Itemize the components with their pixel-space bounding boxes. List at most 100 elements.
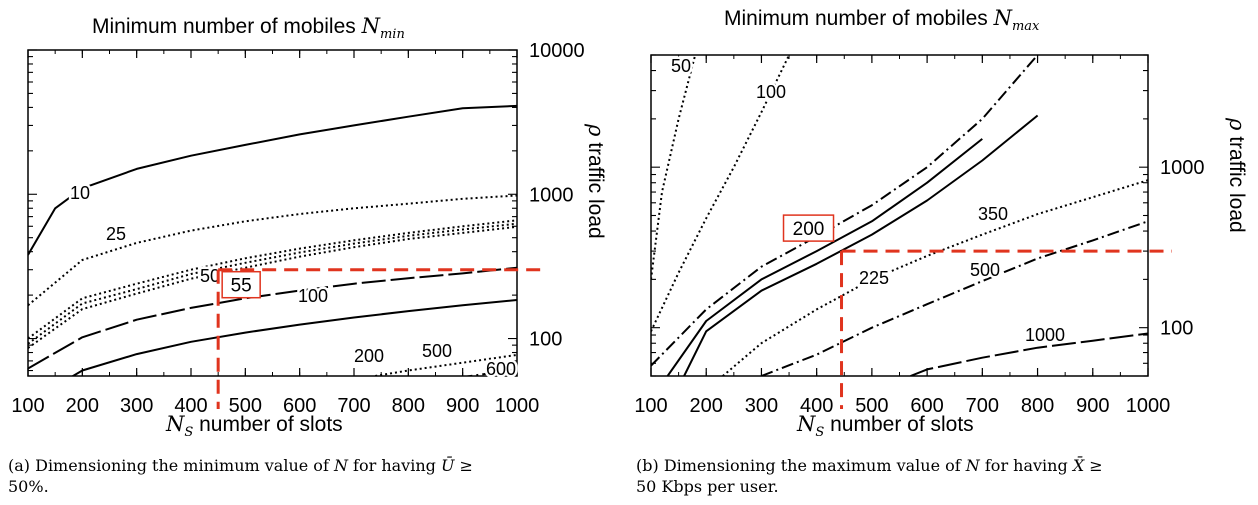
chart-a-xlabel-text: number of slots	[193, 413, 343, 436]
chart-a-title-subscript: min	[379, 27, 405, 42]
x-tick-label: 300	[120, 395, 153, 417]
x-tick-label: 900	[446, 395, 479, 417]
contour-line-200	[666, 138, 983, 376]
marker-label: 55	[231, 276, 252, 297]
panel-a: 100 200 300 400 500 600 700 800 900 1000 100 1000 10…	[8, 14, 608, 497]
contour-label: 50	[671, 56, 691, 76]
caption-b-post: ≥	[1084, 456, 1103, 475]
contour-line-100	[28, 266, 517, 370]
chart-a-title: Minimum number of mobiles Nmin	[92, 14, 405, 42]
chart-a-xlabel: NS number of slots	[166, 412, 343, 440]
contour-label: 500	[970, 260, 1000, 280]
caption-a-line1: (a) Dimensioning the minimum value of N …	[8, 455, 473, 476]
contour-line-55	[28, 222, 517, 345]
contour-line-225	[683, 114, 1039, 376]
x-tick-label: 800	[1021, 395, 1054, 417]
chart-b-title: Minimum number of mobiles Nmax	[724, 6, 1039, 34]
chart-b-title-text: Minimum number of mobiles	[724, 7, 994, 30]
chart-b-title-symbol: N	[993, 6, 1012, 30]
marker-label-box	[221, 270, 261, 299]
caption-a-pre: (a) Dimensioning the minimum value of	[8, 456, 334, 475]
x-tick-label: 1000	[495, 395, 540, 417]
contour-label: 350	[978, 204, 1008, 224]
contour-label: 100	[756, 82, 786, 102]
caption-a-variable: Ū	[440, 456, 455, 475]
contour-line-100	[651, 55, 791, 332]
x-tick-label: 200	[690, 395, 723, 417]
plot-frame	[27, 49, 518, 377]
contour-label: 50	[200, 266, 220, 286]
caption-b: (b) Dimensioning the maximum value of N …	[636, 455, 1103, 497]
y-tick-label: 100	[529, 329, 562, 351]
caption-b-symbol: N	[965, 456, 980, 475]
x-tick-label: 1000	[1126, 395, 1171, 417]
chart-a-xlabel-subscript: S	[184, 425, 194, 440]
chart-b-ylabel-symbol: ρ	[1225, 118, 1249, 131]
chart-a-ylabel-text: traffic load	[584, 142, 607, 239]
chart-a-xlabel-symbol: N	[166, 412, 185, 436]
y-tick-label: 100	[1160, 318, 1193, 340]
chart-b-ylabel-text: traffic load	[1225, 136, 1248, 233]
x-tick-label: 500	[229, 395, 262, 417]
chart-a-title-text: Minimum number of mobiles	[92, 15, 362, 38]
x-tick-label: 400	[800, 395, 833, 417]
caption-a-line2: 50%.	[8, 477, 49, 496]
contour-line-50	[28, 219, 517, 340]
chart-b-xlabel: NS number of slots	[797, 412, 974, 440]
x-tick-label: 600	[910, 395, 943, 417]
contour-label: 100	[298, 286, 328, 306]
chart-b-svg: 100 200 300 400 500 600 700 800 900 1000 100 1000 50…	[634, 54, 1205, 418]
chart-b-title-subscript: max	[1011, 19, 1040, 34]
caption-a-symbol: N	[333, 456, 348, 475]
panel-b: 100 200 300 400 500 600 700 800 900 1000 100 1000 50…	[629, 0, 1258, 505]
caption-b-variable: X̄	[1072, 456, 1085, 475]
x-tick-label: 600	[283, 395, 316, 417]
contour-line-10	[28, 104, 517, 256]
chart-a-ylabel: ρ traffic load	[583, 124, 608, 239]
x-tick-label: 700	[337, 395, 370, 417]
contour-line-500	[761, 220, 1148, 376]
caption-b-mid: for having	[979, 456, 1073, 475]
contour-line-unlabeled	[28, 225, 517, 349]
contour-label: 200	[354, 346, 384, 366]
chart-b-xlabel-subscript: S	[815, 425, 825, 440]
x-tick-label: 500	[855, 395, 888, 417]
caption-b-pre: (b) Dimensioning the maximum value of	[636, 456, 966, 475]
chart-a-ylabel-symbol: ρ	[584, 124, 608, 137]
chart-b-ylabel: ρ traffic load	[1224, 118, 1249, 233]
y-tick-label: 1000	[1160, 157, 1205, 179]
x-tick-label: 900	[1076, 395, 1109, 417]
x-tick-label: 700	[966, 395, 999, 417]
marker-label: 200	[793, 219, 825, 240]
chart-a-title-symbol: N	[361, 14, 380, 38]
caption-a-mid: for having	[347, 456, 441, 475]
contour-line-200	[71, 299, 517, 376]
y-tick-label: 10000	[529, 40, 585, 62]
contour-label: 1000	[1025, 325, 1065, 345]
contour-label: 25	[106, 224, 126, 244]
chart-b-xlabel-text: number of slots	[824, 413, 974, 436]
contour-group	[28, 104, 517, 376]
chart-b-xlabel-symbol: N	[797, 412, 816, 436]
caption-b-line1: (b) Dimensioning the maximum value of N …	[636, 455, 1103, 476]
x-tick-label: 300	[745, 395, 778, 417]
contour-line-unlabeled	[651, 55, 1039, 367]
x-tick-label: 400	[174, 395, 207, 417]
contour-label: 10	[70, 183, 90, 203]
contour-label: 600	[486, 359, 516, 379]
contour-line-1000	[910, 332, 1148, 376]
y-tick-label: 1000	[529, 184, 574, 206]
contour-label: 225	[859, 268, 889, 288]
chart-a-svg: 100 200 300 400 500 600 700 800 900 1000 100 1000 10…	[11, 40, 585, 417]
caption-a: (a) Dimensioning the minimum value of N …	[8, 455, 473, 497]
x-tick-label: 100	[11, 395, 44, 417]
x-tick-label: 100	[634, 395, 667, 417]
contour-label: 500	[422, 341, 452, 361]
caption-a-post: ≥	[454, 456, 473, 475]
caption-b-line2: 50 Kbps per user.	[636, 477, 779, 496]
contour-line-50	[651, 55, 697, 280]
contour-line-25	[28, 194, 517, 307]
contour-group	[651, 55, 1148, 376]
x-tick-label: 200	[66, 395, 99, 417]
marker-label-box	[782, 214, 835, 242]
